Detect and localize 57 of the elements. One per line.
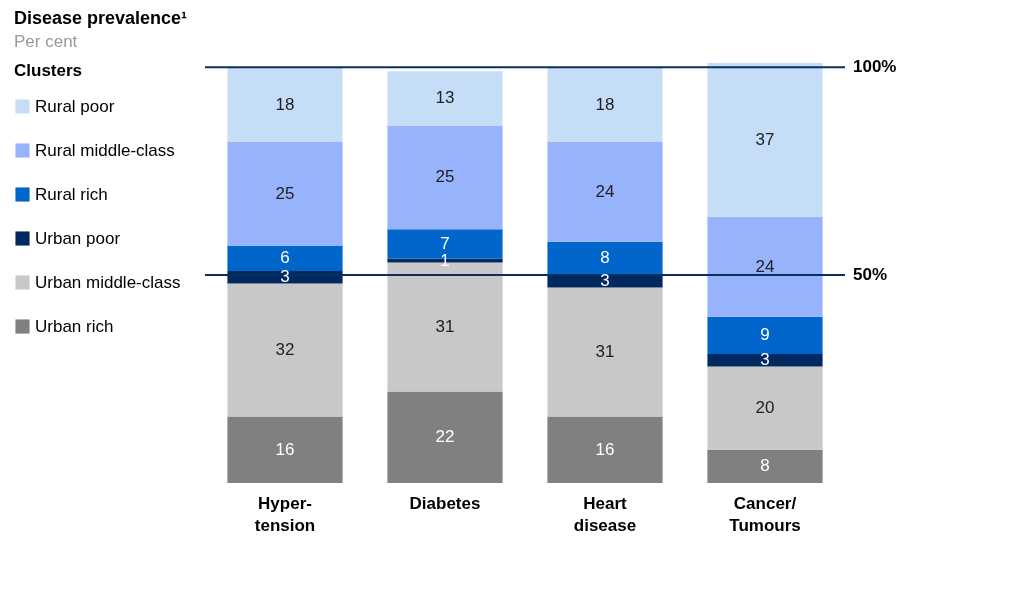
x-tick-label: Hyper- tension: [254, 493, 316, 535]
data-label: 32: [275, 339, 295, 359]
data-label: 24: [755, 256, 775, 276]
data-label: 16: [275, 439, 295, 459]
data-label: 9: [760, 325, 770, 345]
data-label: 8: [600, 248, 610, 268]
legend-label: Rural middle-class: [35, 140, 175, 160]
bar: [227, 283, 343, 417]
ref-line-label: 100%: [853, 57, 897, 77]
bar: [707, 63, 823, 217]
bar: [547, 416, 663, 483]
data-label: 3: [760, 350, 770, 370]
data-label: 7: [440, 233, 450, 253]
bar: [387, 391, 503, 483]
data-label: 31: [595, 342, 615, 362]
bar: [387, 71, 503, 126]
data-label: 37: [755, 129, 775, 149]
text: Per cent: [14, 32, 78, 52]
bar: [547, 241, 663, 276]
data-label: 31: [435, 317, 455, 337]
bar: [227, 245, 343, 271]
ref-line-label: 50%: [853, 265, 888, 285]
legend-label: Rural poor: [35, 96, 115, 116]
x-tick-label: Heart disease: [573, 493, 637, 535]
data-label: 20: [755, 398, 775, 418]
bar: [547, 67, 663, 143]
bar: [707, 316, 823, 355]
bar: [387, 125, 503, 230]
legend-label: Urban rich: [35, 316, 114, 336]
bar: [707, 216, 823, 317]
legend-title: Clusters: [14, 61, 83, 80]
bar: [707, 449, 823, 483]
legend-label: Urban middle-class: [35, 272, 181, 292]
data-label: 16: [595, 439, 615, 459]
data-label: 25: [435, 167, 455, 187]
bar: [547, 142, 663, 242]
x-tick-label: Diabetes: [409, 493, 481, 513]
data-label: 8: [760, 456, 770, 476]
bar: [707, 354, 823, 367]
data-label: 25: [275, 183, 295, 203]
bar: [227, 142, 343, 246]
chart-title: Disease prevalence¹: [14, 8, 188, 29]
bar: [707, 366, 823, 450]
legend-label: Urban poor: [35, 228, 121, 248]
bar: [227, 416, 343, 483]
data-label: 3: [280, 267, 290, 287]
data-label: 22: [435, 427, 455, 447]
bar: [227, 67, 343, 143]
data-label: 18: [595, 94, 615, 114]
data-label: 18: [275, 94, 295, 114]
bar: [547, 287, 663, 417]
data-label: 6: [280, 248, 290, 268]
data-label: 3: [600, 271, 610, 291]
data-label: 13: [435, 88, 455, 108]
legend-label: Rural rich: [35, 184, 108, 204]
data-label: 24: [595, 181, 615, 201]
x-tick-label: Cancer/ Tumours: [729, 493, 801, 535]
